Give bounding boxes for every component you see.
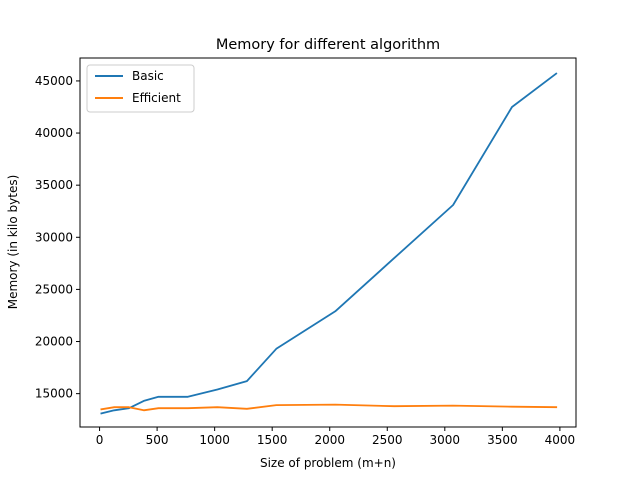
- x-tick-label: 2000: [314, 433, 345, 447]
- y-tick-label: 35000: [35, 178, 73, 192]
- legend: Basic Efficient: [86, 64, 195, 113]
- plot-lines: [100, 72, 558, 415]
- x-axis: 0 500 1000 1500 2000 2500 3000 3500 4000: [96, 427, 575, 447]
- plot-frame: [79, 57, 577, 428]
- x-axis-title: Size of problem (m+n): [260, 456, 396, 470]
- y-tick-label: 30000: [35, 230, 73, 244]
- y-tick-label: 25000: [35, 282, 73, 296]
- x-tick-label: 4000: [545, 433, 576, 447]
- legend-label-efficient: Efficient: [132, 91, 181, 105]
- y-axis: 15000 20000 25000 30000 35000 40000 45000: [35, 74, 80, 401]
- y-tick-label: 40000: [35, 126, 73, 140]
- x-tick-label: 500: [146, 433, 169, 447]
- y-axis-title: Memory (in kilo bytes): [6, 175, 20, 310]
- series-line-efficient: [100, 403, 558, 412]
- legend-label-basic: Basic: [132, 69, 164, 83]
- x-tick-label: 3000: [430, 433, 461, 447]
- y-tick-label: 15000: [35, 387, 73, 401]
- x-tick-label: 3500: [487, 433, 518, 447]
- y-tick-label: 45000: [35, 74, 73, 88]
- y-tick-label: 20000: [35, 335, 73, 349]
- x-tick-label: 1500: [257, 433, 288, 447]
- x-tick-label: 0: [96, 433, 104, 447]
- x-tick-label: 1000: [199, 433, 230, 447]
- x-tick-label: 2500: [372, 433, 403, 447]
- chart-title: Memory for different algorithm: [216, 37, 440, 53]
